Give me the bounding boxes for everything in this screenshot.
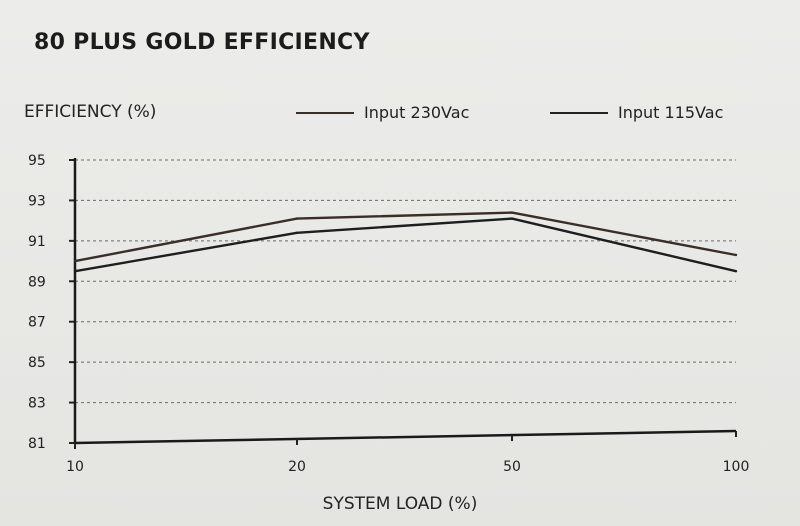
x-tick-label-10: 10 [66, 459, 84, 475]
series-1-point-0 [73, 270, 77, 273]
legend-item-230vac: Input 230Vac [296, 103, 469, 122]
series-line-1 [74, 217, 737, 273]
y-tick-label-87: 87 [28, 315, 46, 331]
series-0-point-0 [73, 259, 77, 263]
y-tick-label-81: 81 [28, 436, 46, 452]
y-tick-label-89: 89 [28, 274, 46, 290]
y-tick-label-95: 95 [28, 153, 46, 169]
series-1-point-1 [295, 231, 299, 234]
legend-swatch-230vac [296, 111, 354, 114]
x-tick-label-50: 50 [503, 459, 521, 475]
legend-label-230vac: Input 230Vac [364, 103, 470, 122]
legend-label-115vac: Input 115Vac [618, 103, 724, 122]
y-tick-label-83: 83 [28, 396, 46, 412]
y-tick-label-85: 85 [28, 355, 46, 371]
x-tick-label-100: 100 [723, 459, 750, 475]
x-tick-label-20: 20 [288, 459, 306, 475]
series-0-point-3 [734, 253, 738, 257]
series-1-point-2 [510, 217, 514, 220]
series-1-point-3 [734, 270, 738, 273]
legend-swatch-115vac [550, 111, 608, 114]
legend-item-115vac: Input 115Vac [550, 103, 723, 122]
y-axis-label: EFFICIENCY (%) [24, 102, 157, 122]
x-axis-label: SYSTEM LOAD (%) [322, 494, 478, 514]
series-0-point-1 [295, 217, 299, 220]
y-tick-label-93: 93 [28, 193, 46, 209]
chart-title: 80 PLUS GOLD EFFICIENCY [34, 30, 370, 55]
x-axis-line [74, 429, 737, 445]
series-0-point-2 [510, 211, 514, 214]
y-tick-label-91: 91 [28, 234, 46, 250]
series-line-0 [74, 211, 737, 263]
